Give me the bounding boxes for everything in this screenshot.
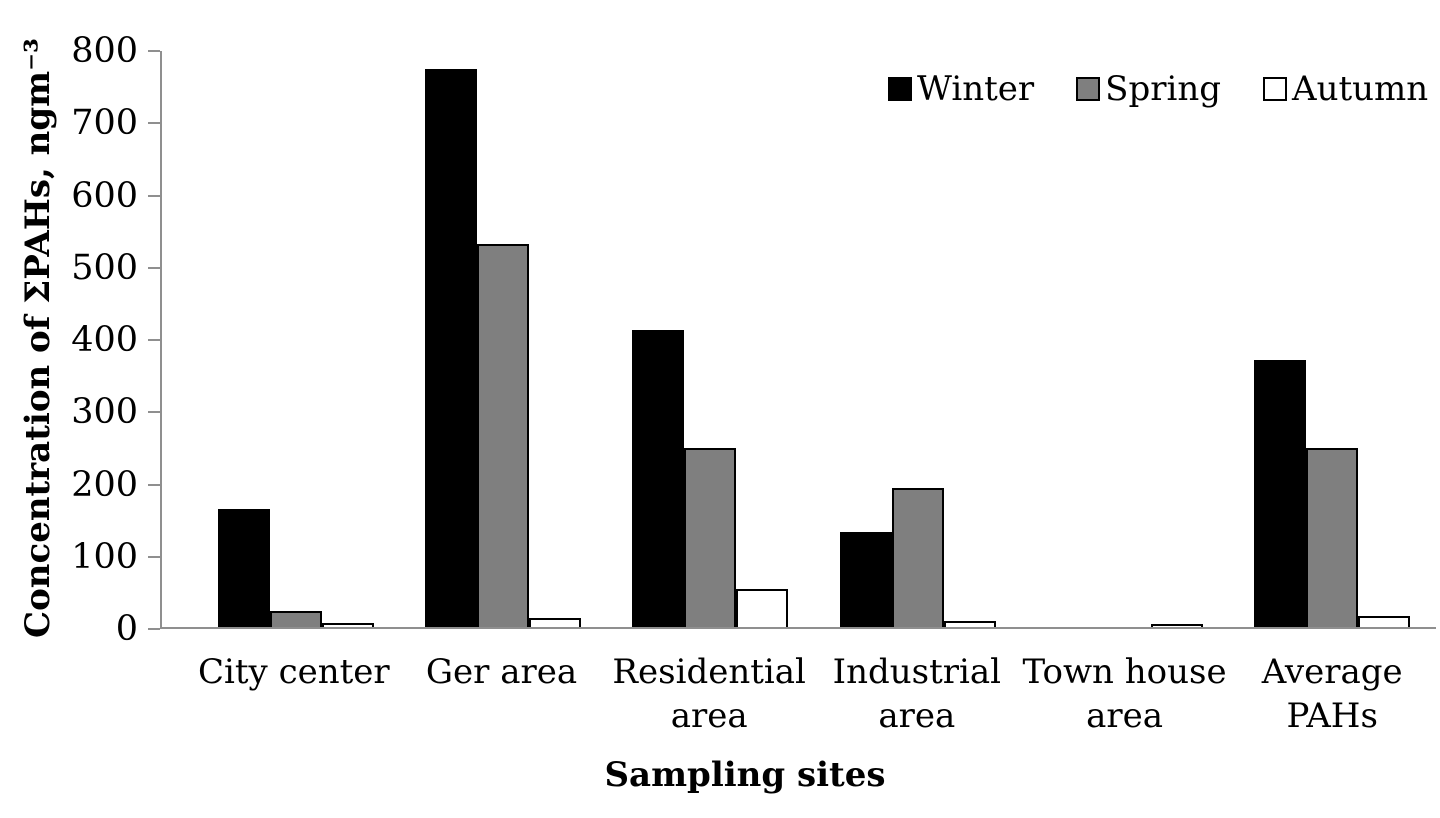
legend-label-autumn: Autumn [1292,69,1429,109]
bar-group-town-house-area [1021,51,1228,627]
legend: Winter Spring Autumn [888,72,1428,106]
bar-winter-industrial-area [839,531,892,627]
legend-swatch-winter [888,77,912,101]
y-tick-label: 100 [71,536,138,577]
x-tick-label-industrial-area: Industrial area [832,652,1002,736]
bar-group-residential-area [607,51,814,627]
bar-spring-residential-area [684,447,737,627]
y-tick-label: 300 [71,392,138,433]
bar-autumn-town-house-area [1150,624,1203,627]
bars-container [162,51,1436,627]
bar-group-ger-area [399,51,606,627]
legend-label-spring: Spring [1105,69,1222,109]
legend-swatch-spring [1076,77,1101,101]
legend-item-autumn: Autumn [1263,72,1428,106]
plot-area [160,51,1436,629]
legend-label-winter: Winter [917,69,1035,109]
bar-autumn-city-center [321,623,374,627]
bar-spring-ger-area [476,244,529,627]
bar-group-industrial-area [814,51,1021,627]
legend-item-spring: Spring [1076,72,1221,106]
bar-spring-city-center [269,611,322,627]
y-tick-label: 500 [71,247,138,288]
bar-autumn-industrial-area [943,621,996,627]
bar-autumn-residential-area [736,588,789,627]
y-tick [148,194,160,197]
y-tick-label: 400 [71,320,138,360]
y-tick-label: 800 [71,31,138,71]
legend-swatch-autumn [1263,77,1288,101]
bar-winter-city-center [217,509,270,627]
y-tick-label: 700 [71,103,138,144]
y-tick-label: 200 [71,464,138,505]
bar-autumn-ger-area [528,617,581,627]
bar-winter-residential-area [632,330,685,627]
y-tick-label: 0 [115,609,138,649]
y-tick [148,628,160,630]
bar-spring-industrial-area [891,488,944,627]
x-tick-label-ger-area: Ger area [425,652,578,692]
x-axis-labels: City center Ger area Residential area Indust… [160,650,1436,738]
legend-item-winter: Winter [888,72,1034,106]
x-tick-label-city-center: City center [198,652,390,692]
bar-spring-average-pahs [1306,447,1359,627]
x-axis-title: Sampling sites [604,755,886,795]
x-tick-label-town-house-area: Town house area [1022,652,1227,736]
bar-group-city-center [192,51,399,627]
x-tick-label-residential-area: Residential area [612,652,806,736]
y-tick [148,555,160,558]
y-tick [148,266,160,269]
y-tick [148,411,160,414]
y-tick [148,122,160,125]
y-tick-label: 600 [71,175,138,216]
bar-winter-average-pahs [1254,359,1307,627]
x-tick-label-average-pahs: Average PAHs [1261,652,1403,736]
bar-autumn-average-pahs [1358,616,1411,627]
bar-group-average-pahs [1229,51,1436,627]
y-tick [148,483,160,486]
y-tick [148,50,160,52]
bar-winter-ger-area [424,68,477,627]
y-tick [148,339,160,341]
